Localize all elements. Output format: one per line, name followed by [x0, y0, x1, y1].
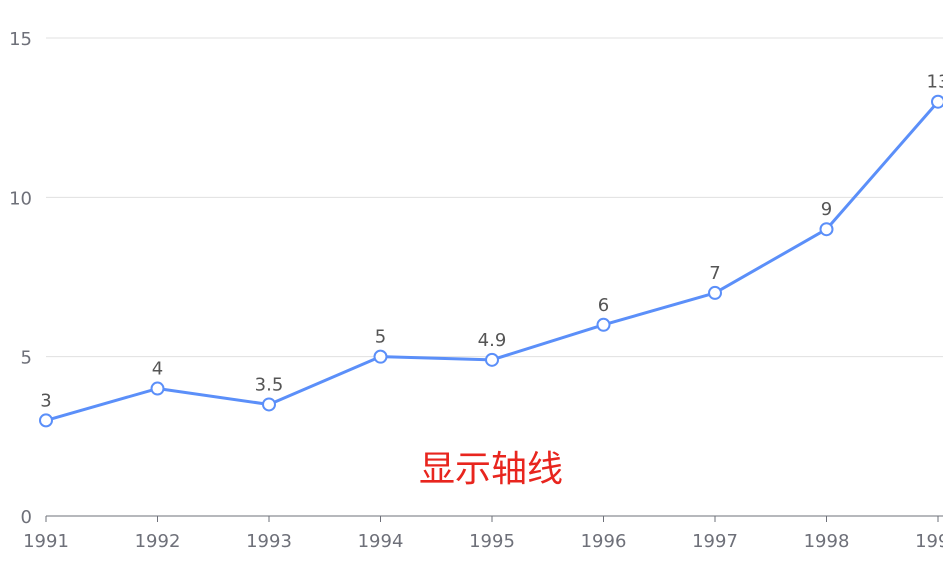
y-axis-tick-labels: 0 5 10 15	[9, 29, 32, 528]
data-label: 5	[375, 327, 386, 348]
data-point[interactable]	[931, 94, 943, 109]
data-label: 7	[709, 263, 720, 284]
x-tick-label: 1994	[358, 531, 404, 552]
data-label: 4.9	[478, 330, 507, 351]
grid-lines	[46, 37, 943, 358]
x-tick-label: 1998	[804, 531, 850, 552]
data-label: 9	[821, 199, 832, 220]
x-axis: 1991 1992 1993 1994 1995 1996 1997 1998 1999	[23, 515, 943, 552]
data-point[interactable]	[708, 285, 722, 300]
series-line	[44, 100, 940, 422]
chart-annotation: 显示轴线	[419, 449, 563, 490]
y-tick-label: 5	[21, 348, 32, 369]
data-label: 4	[152, 359, 163, 380]
data-point[interactable]	[485, 352, 499, 367]
y-tick-label: 10	[9, 188, 32, 209]
data-label: 6	[598, 295, 609, 316]
data-labels: 3 4 3.5 5 4.9 6 7 9 13	[40, 72, 943, 412]
data-point[interactable]	[262, 397, 276, 412]
x-tick-label: 1992	[135, 531, 181, 552]
data-point[interactable]	[596, 317, 611, 332]
data-point[interactable]	[373, 349, 388, 364]
data-points	[39, 94, 943, 428]
x-tick-label: 1997	[692, 531, 738, 552]
x-tick-label: 1995	[469, 531, 515, 552]
x-tick-label: 1996	[581, 531, 627, 552]
x-tick-label: 1991	[23, 531, 69, 552]
data-point[interactable]	[819, 222, 834, 237]
data-label: 3	[40, 390, 51, 411]
data-point[interactable]	[150, 381, 165, 396]
x-tick-label: 1993	[246, 531, 292, 552]
y-tick-label: 0	[21, 507, 32, 528]
data-label: 3.5	[255, 374, 284, 395]
data-point[interactable]	[39, 413, 53, 428]
data-label: 13	[927, 72, 943, 93]
x-tick-label: 1999	[915, 531, 943, 552]
series-line-path	[44, 100, 940, 422]
y-tick-label: 15	[9, 29, 32, 50]
